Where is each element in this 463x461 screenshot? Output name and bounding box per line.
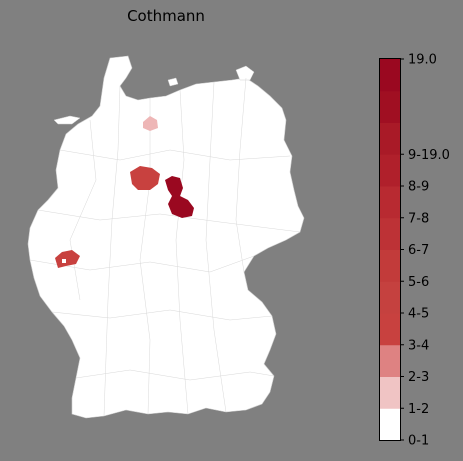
colorbar-segment xyxy=(380,154,400,187)
colorbar-tick-label: 6-7 xyxy=(408,243,429,258)
colorbar-segment xyxy=(380,344,400,377)
colorbar-tick-label: 1-2 xyxy=(408,402,429,417)
region-rhineland-gap xyxy=(62,259,66,263)
colorbar-segment xyxy=(380,122,400,155)
colorbar-tick-label: 9-19.0 xyxy=(408,148,450,163)
colorbar-tick-label: 7-8 xyxy=(408,211,429,226)
colorbar-segment xyxy=(380,408,400,441)
region-saxony-anhalt xyxy=(165,176,194,218)
district-borders xyxy=(29,77,301,417)
colorbar-segment xyxy=(380,376,400,409)
island-ruegen xyxy=(235,65,255,81)
colorbar-tick-label: 4-5 xyxy=(408,307,429,322)
colorbar-segment xyxy=(380,90,400,123)
colorbar-tick-label: 19.0 xyxy=(408,53,437,68)
region-rhineland xyxy=(55,250,80,268)
germany-map xyxy=(27,55,305,419)
colorbar-tick-label: 3-4 xyxy=(408,338,429,353)
colorbar-segment xyxy=(380,249,400,282)
colorbar-segment xyxy=(380,59,400,92)
map-title: Cothmann xyxy=(127,7,205,25)
colorbar-segment xyxy=(380,186,400,219)
colorbar-tick-label: 5-6 xyxy=(408,275,429,290)
region-hamburg xyxy=(143,116,158,131)
region-lower-saxony xyxy=(130,166,160,190)
island-fehmarn xyxy=(167,77,179,87)
colorbar-tick-label: 2-3 xyxy=(408,370,429,385)
island-north-sea xyxy=(53,115,81,125)
colorbar-segment xyxy=(380,281,400,314)
colorbar-segment xyxy=(380,313,400,346)
colorbar-segment xyxy=(380,217,400,250)
colorbar-tick-label: 0-1 xyxy=(408,434,429,449)
colorbar-tick-label: 8-9 xyxy=(408,180,429,195)
